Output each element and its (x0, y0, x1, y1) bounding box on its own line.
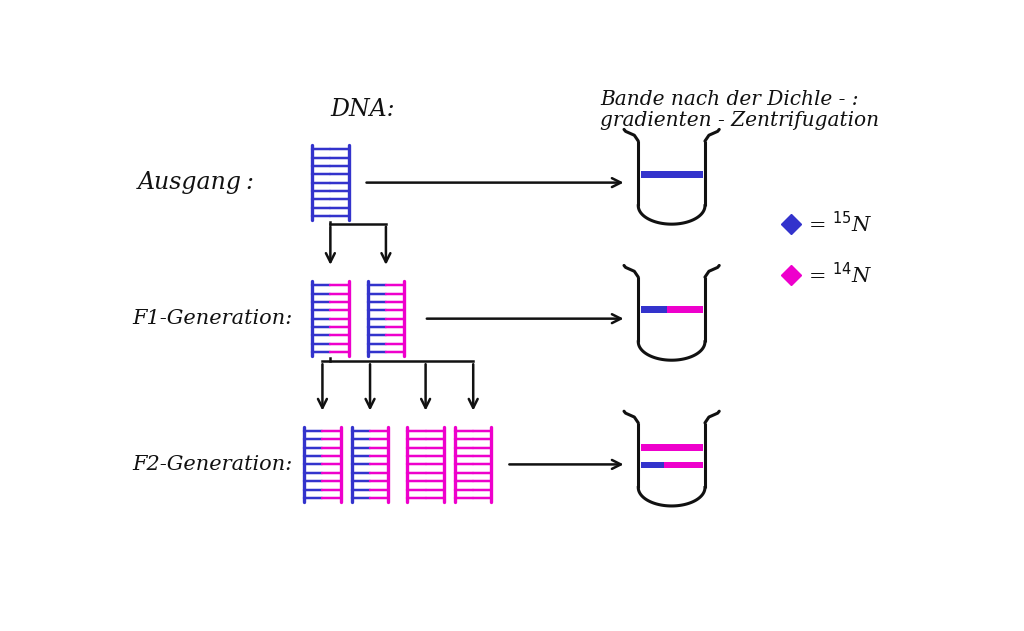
Bar (641, 306, 667, 313)
Text: = $^{14}$N: = $^{14}$N (808, 262, 872, 288)
Text: F2-Generation:: F2-Generation: (132, 455, 292, 474)
Text: DNA:: DNA: (331, 98, 395, 121)
Text: gradienten - Zentrifugation: gradienten - Zentrifugation (600, 110, 880, 130)
Bar (665, 461, 702, 468)
Text: F1-Generation:: F1-Generation: (132, 309, 292, 328)
Bar (641, 461, 665, 468)
Bar (667, 306, 702, 313)
Bar (641, 444, 702, 451)
Bar (641, 172, 702, 178)
Text: Bande nach der Dichle - :: Bande nach der Dichle - : (600, 90, 859, 109)
Text: = $^{15}$N: = $^{15}$N (808, 211, 872, 237)
Text: Ausgang: Ausgang (137, 171, 242, 194)
Text: :: : (246, 171, 254, 194)
